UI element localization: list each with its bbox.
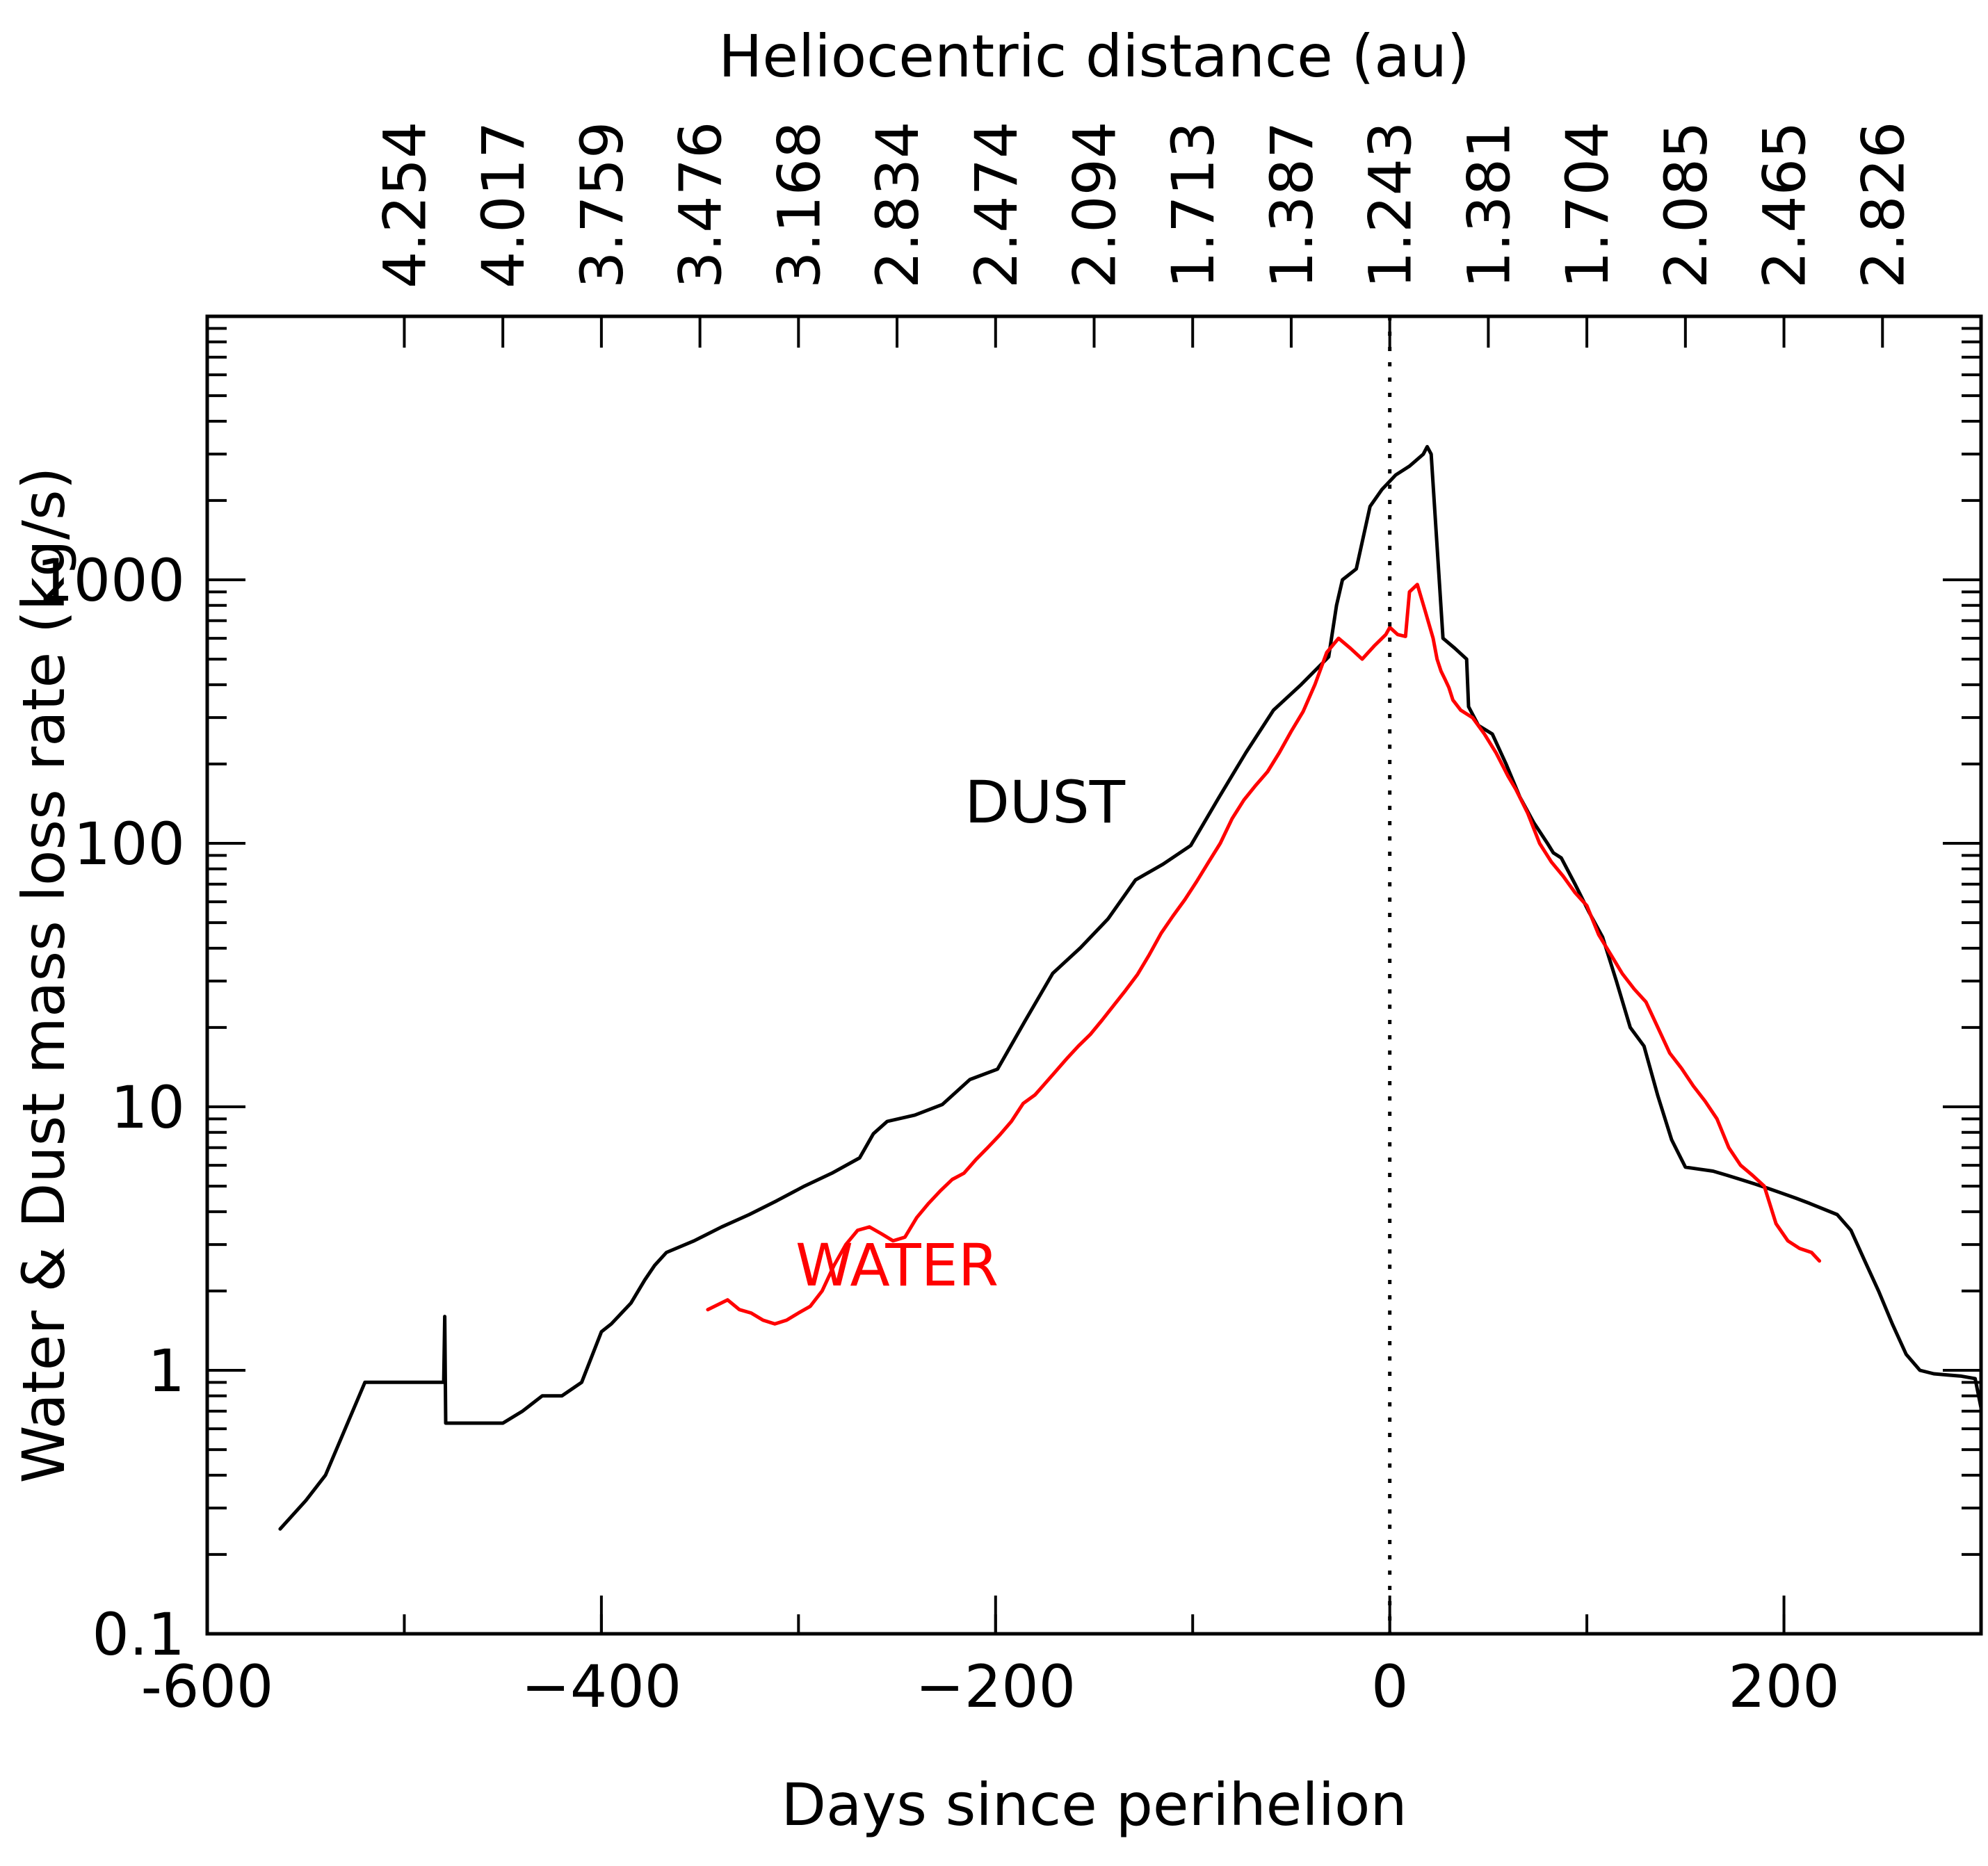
top-tick-label: 4.254 (371, 122, 439, 289)
top-tick-label: 2.474 (962, 122, 1031, 289)
x-tick-label: -600 (141, 1653, 274, 1721)
top-tick-label: 2.826 (1849, 122, 1917, 289)
water-series-line (706, 583, 1822, 1326)
y-tick-label: 1 (148, 1337, 185, 1405)
x-tick-label: −200 (915, 1653, 1076, 1721)
x-tick-label: 200 (1728, 1653, 1839, 1721)
top-axis-label: Heliocentric distance (au) (718, 22, 1470, 90)
x-tick-label: −400 (522, 1653, 682, 1721)
top-tick-label: 2.465 (1751, 122, 1819, 289)
top-tick-label: 3.168 (765, 122, 833, 289)
top-tick-label: 1.243 (1357, 122, 1425, 289)
top-tick-label: 2.085 (1652, 122, 1720, 289)
top-tick-label: 4.017 (469, 122, 538, 289)
y-tick-label: 1000 (36, 546, 185, 615)
top-tick-label: 1.704 (1553, 122, 1622, 289)
top-tick-label: 3.759 (568, 122, 636, 289)
top-tick-label: 2.094 (1061, 122, 1129, 289)
top-tick-label: 1.713 (1159, 122, 1227, 289)
y-tick-label: 100 (74, 810, 185, 878)
y-tick-label: 10 (111, 1073, 185, 1142)
tick-labels: -600 −400 −200 0 200 4.254 4.017 3.759 3.476 3.16… (36, 122, 1917, 1721)
x-tick-label: 0 (1371, 1653, 1408, 1721)
plot-frame (205, 314, 1983, 1636)
series-layer (278, 445, 1981, 1531)
x-axis-label: Days since perihelion (781, 1771, 1407, 1839)
dust-series-line (278, 445, 1981, 1531)
top-tick-label: 2.834 (864, 122, 932, 289)
y-tick-label: 0.1 (92, 1600, 185, 1669)
y-axis-label: Water & Dust mass loss rate (kg/s) (10, 467, 78, 1484)
water-series-label: WATER (795, 1231, 999, 1299)
top-tick-label: 1.381 (1455, 122, 1523, 289)
top-tick-label: 3.476 (667, 122, 735, 289)
dust-series-label: DUST (964, 768, 1125, 836)
top-tick-label: 1.387 (1258, 122, 1326, 289)
